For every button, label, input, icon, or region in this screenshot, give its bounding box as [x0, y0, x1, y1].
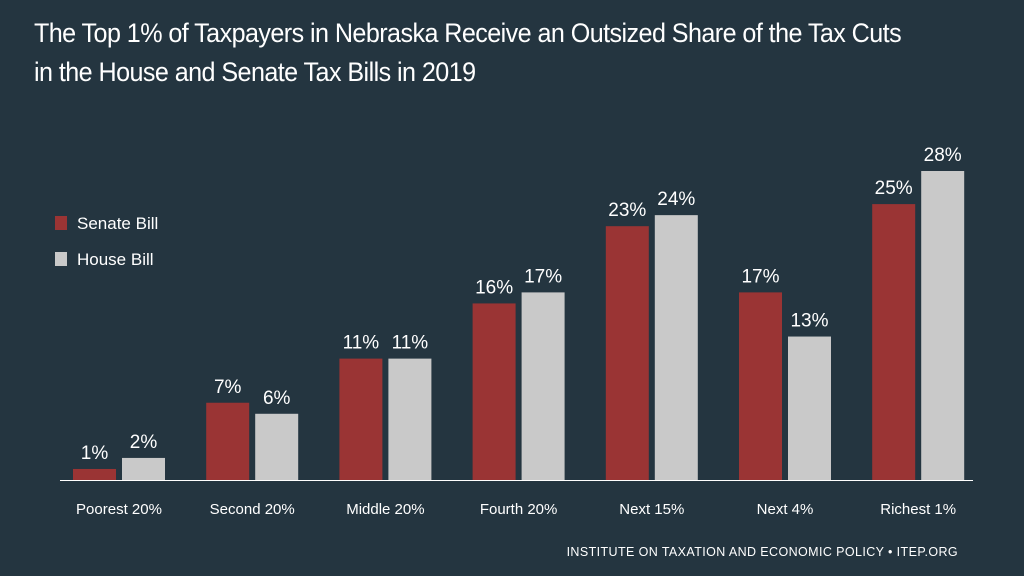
value-labels: 1% 2% 7% 6% 11% 11% 16% 17% 23% 24% 17% 13% 25% 28%: [81, 145, 962, 464]
chart-title-line-2: in the House and Senate Tax Bills in 201…: [34, 57, 476, 87]
bar-senate-bill-6: [739, 292, 782, 480]
legend-label-senate-bill: Senate Bill: [77, 214, 158, 233]
bar-senate-bill-3: [339, 358, 383, 480]
data-label-house-bill-6: 13%: [790, 311, 828, 332]
legend: Senate Bill House Bill: [55, 214, 158, 269]
x-tick-label-2: Second 20%: [210, 501, 295, 518]
data-label-house-bill-2: 6%: [263, 388, 291, 409]
data-label-senate-bill-5: 23%: [608, 200, 646, 221]
data-label-house-bill-4: 17%: [524, 266, 562, 287]
legend-swatch-house-bill: [55, 252, 67, 266]
chart-title: The Top 1% of Taxpayers in Nebraska Rece…: [34, 14, 927, 92]
data-label-senate-bill-4: 16%: [475, 277, 513, 298]
bars: [73, 171, 965, 480]
x-tick-label-3: Middle 20%: [346, 501, 424, 518]
bar-senate-bill-2: [206, 402, 250, 480]
bar-house-bill-7: [921, 171, 965, 480]
chart-title-line-1: The Top 1% of Taxpayers in Nebraska Rece…: [34, 18, 902, 48]
legend-swatch-senate-bill: [55, 216, 67, 230]
data-label-house-bill-5: 24%: [657, 189, 695, 210]
bar-house-bill-5: [654, 215, 698, 480]
x-tick-label-4: Fourth 20%: [480, 501, 558, 518]
bar-house-bill-2: [255, 413, 299, 480]
bar-house-bill-6: [788, 336, 831, 480]
x-tick-label-6: Next 4%: [757, 501, 814, 518]
x-tick-label-1: Poorest 20%: [76, 501, 162, 518]
bar-senate-bill-4: [472, 303, 516, 480]
legend-label-house-bill: House Bill: [77, 250, 154, 269]
data-label-senate-bill-3: 11%: [343, 333, 380, 354]
x-axis-tick-labels: Poorest 20% Second 20% Middle 20% Fourth 20…: [76, 501, 956, 518]
data-label-house-bill-3: 11%: [392, 333, 429, 354]
data-label-senate-bill-7: 25%: [875, 178, 913, 199]
data-label-house-bill-7: 28%: [924, 145, 962, 166]
data-label-house-bill-1: 2%: [130, 432, 158, 453]
bar-house-bill-1: [122, 457, 165, 480]
x-tick-label-5: Next 15%: [619, 501, 684, 518]
bar-senate-bill-7: [872, 204, 916, 480]
bar-senate-bill-5: [605, 226, 649, 480]
x-tick-label-7: Richest 1%: [880, 501, 956, 518]
data-label-senate-bill-2: 7%: [214, 377, 242, 398]
data-label-senate-bill-6: 17%: [741, 266, 779, 287]
bar-house-bill-3: [388, 358, 432, 480]
data-label-senate-bill-1: 1%: [81, 443, 109, 464]
bar-senate-bill-1: [73, 468, 116, 480]
footer-source: INSTITUTE ON TAXATION AND ECONOMIC POLIC…: [566, 545, 958, 559]
bar-house-bill-4: [521, 292, 565, 480]
